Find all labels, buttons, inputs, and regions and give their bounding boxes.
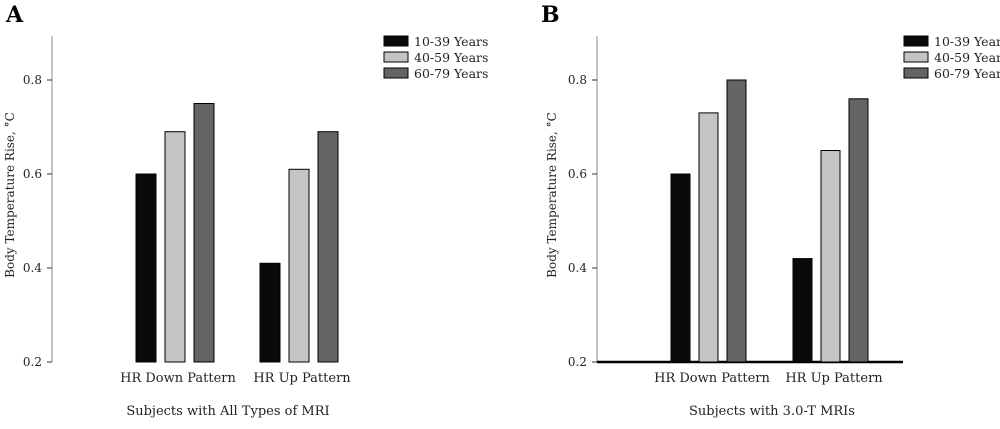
y-tick-label: 0.8 bbox=[23, 73, 42, 87]
legend-swatch bbox=[903, 35, 929, 47]
legend-swatch bbox=[903, 51, 929, 63]
y-axis-title: Body Temperature Rise, °C bbox=[545, 112, 559, 278]
bar-60-79-years bbox=[848, 98, 869, 363]
bar-60-79-years bbox=[317, 131, 339, 363]
x-category-label: HR Up Pattern bbox=[253, 371, 351, 386]
y-tick-label: 0.8 bbox=[568, 73, 587, 87]
bar-60-79-years bbox=[726, 79, 747, 363]
bar-40-59-years bbox=[288, 168, 310, 363]
y-tick-label: 0.6 bbox=[568, 167, 587, 181]
legend-swatch bbox=[383, 67, 409, 79]
x-category-label: HR Down Pattern bbox=[120, 371, 236, 386]
chart-panel-b: B 0.2 0.4 0.6 0.8 Body Temperature Rise, °C HR… bbox=[541, 2, 1000, 419]
legend-label: 60-79 Years bbox=[414, 66, 488, 81]
bar-40-59-years bbox=[164, 131, 186, 363]
chart-panel-a: A 0.2 0.4 0.6 0.8 Body Temperature Rise, °C HR… bbox=[3, 2, 488, 419]
legend-swatch bbox=[383, 35, 409, 47]
x-axis-title: Subjects with All Types of MRI bbox=[126, 404, 329, 419]
bar-10-39-years bbox=[792, 258, 813, 363]
y-tick-label: 0.2 bbox=[23, 355, 42, 369]
legend-swatch bbox=[903, 67, 929, 79]
y-tick-label: 0.6 bbox=[23, 167, 42, 181]
y-tick-label: 0.4 bbox=[23, 261, 42, 275]
legend-label: 10-39 Years bbox=[934, 34, 1000, 49]
bar-10-39-years bbox=[135, 173, 157, 363]
legend-label: 10-39 Years bbox=[414, 34, 488, 49]
bar-10-39-years bbox=[670, 173, 691, 363]
legend-swatch bbox=[383, 51, 409, 63]
panel-letter: B bbox=[541, 2, 560, 28]
bar-40-59-years bbox=[820, 150, 841, 363]
bar-60-79-years bbox=[193, 103, 215, 363]
legend-label: 40-59 Years bbox=[934, 50, 1000, 65]
bar-40-59-years bbox=[698, 112, 719, 363]
x-axis-title: Subjects with 3.0-T MRIs bbox=[689, 404, 855, 419]
y-tick-label: 0.4 bbox=[568, 261, 587, 275]
legend-label: 40-59 Years bbox=[414, 50, 488, 65]
bar-10-39-years bbox=[259, 262, 281, 363]
legend-label: 60-79 Years bbox=[934, 66, 1000, 81]
panel-letter: A bbox=[5, 2, 24, 28]
x-category-label: HR Up Pattern bbox=[785, 371, 883, 386]
y-axis-title: Body Temperature Rise, °C bbox=[3, 112, 17, 278]
y-tick-label: 0.2 bbox=[568, 355, 587, 369]
x-category-label: HR Down Pattern bbox=[654, 371, 770, 386]
